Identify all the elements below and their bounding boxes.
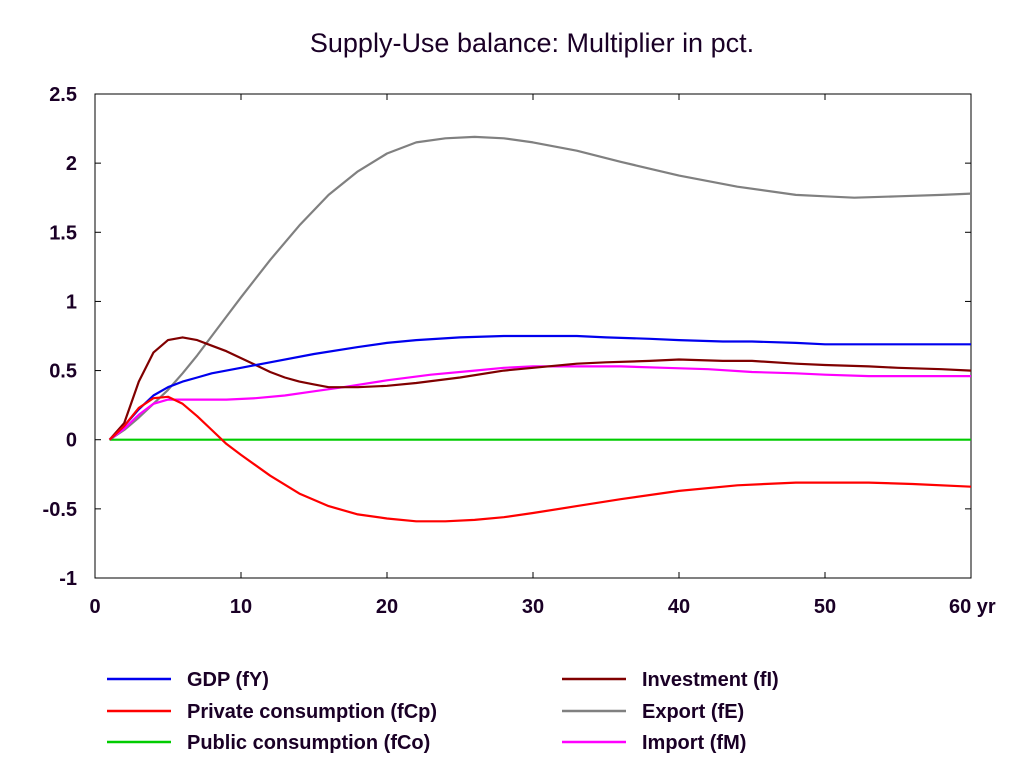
x-tick-label: 30 [522,596,544,618]
axes: 2.5 2 1.5 1 0.5 0 -0.5 -1 0 10 20 30 40 50 60 yr [43,84,996,618]
legend-item-gdp: GDP (fY) [107,669,269,691]
series-line-investment [108,336,972,441]
legend-label: Export (fE) [642,701,744,723]
legend-item-public-consumption: Public consumption (fCo) [107,732,430,754]
x-tick-label: 0 [89,596,100,618]
series-line-import [108,365,971,441]
x-tick-label: 50 [814,596,836,618]
x-tick-label: 40 [668,596,690,618]
legend-label: Import (fM) [642,732,746,754]
x-tick-label: 60 yr [949,596,996,618]
legend-label: Public consumption (fCo) [187,732,430,754]
y-tick-label: 0 [66,430,77,452]
x-tick-label: 20 [376,596,398,618]
legend-label: Investment (fI) [642,669,779,691]
legend-label: GDP (fY) [187,669,269,691]
y-tick-label: 2 [66,153,77,175]
series-line-export [108,135,972,441]
y-tick-label: -1 [59,568,77,590]
y-tick-label: 1.5 [49,222,77,244]
legend-item-export: Export (fE) [562,701,744,723]
y-tick-label: -0.5 [43,499,77,521]
series-line-private-consumption [108,395,972,523]
x-tick-label: 10 [230,596,252,618]
y-tick-label: 1 [66,291,77,313]
legend: GDP (fY) Private consumption (fCp) Public … [107,669,779,754]
series-line-gdp [108,334,971,441]
chart-title: Supply-Use balance: Multiplier in pct. [310,28,754,58]
legend-label: Private consumption (fCp) [187,701,437,723]
y-tick-label: 0.5 [49,361,77,383]
y-tick-label: 2.5 [49,84,77,106]
legend-item-import: Import (fM) [562,732,746,754]
legend-item-investment: Investment (fI) [562,669,779,691]
legend-item-private-consumption: Private consumption (fCp) [107,701,437,723]
series-lines [108,135,972,523]
